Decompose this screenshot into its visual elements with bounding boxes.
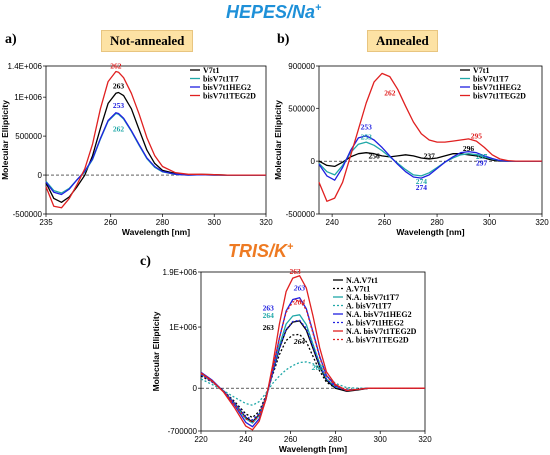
- y-axis-label: Molecular Ellipticity: [273, 100, 283, 180]
- x-axis-label: Wavelength [nm]: [122, 227, 190, 237]
- peak-label: 296: [463, 144, 475, 153]
- legend-entry: N.A. bisV7t1HEG2: [346, 310, 412, 319]
- y-tick-label: -500000: [13, 210, 43, 219]
- y-tick-label: 1.4E+006: [8, 62, 43, 71]
- y-tick-label: -700000: [168, 427, 198, 436]
- legend-entry: bisV7t1T7: [473, 75, 509, 84]
- series-line-0: [45, 91, 266, 203]
- peak-label: 264: [293, 337, 306, 346]
- plot-frame: [318, 65, 543, 215]
- legend-entry: V7t1: [203, 66, 219, 75]
- y-tick-label: 1.9E+006: [163, 268, 198, 277]
- y-tick-label: 500000: [288, 104, 315, 113]
- series-line-0: [318, 152, 542, 168]
- panel-a-badge: Not-annealed: [101, 30, 194, 52]
- legend-entry: bisV7t1HEG2: [203, 83, 251, 92]
- series-line-7: [200, 299, 425, 424]
- x-tick-label: 320: [259, 218, 273, 227]
- x-tick-label: 320: [418, 435, 432, 444]
- legend-entry: A.V7t1: [346, 285, 370, 294]
- title-hepes: HEPES/Na+: [226, 2, 321, 23]
- peak-label: 295: [471, 131, 483, 140]
- peak-label: 263: [263, 323, 275, 332]
- series-line-2: [45, 112, 266, 196]
- peak-label: 268: [311, 363, 324, 372]
- x-tick-label: 240: [239, 435, 253, 444]
- title-tris-main: TRIS/K: [228, 241, 288, 261]
- series-line-6: [200, 275, 425, 431]
- peak-label: 262: [110, 61, 122, 70]
- plot-frame: [45, 65, 267, 215]
- panel-b-badge: Annealed: [367, 30, 438, 52]
- peak-label: 263: [113, 82, 125, 91]
- peak-label: 253: [361, 132, 373, 141]
- x-tick-label: 300: [208, 218, 222, 227]
- title-hepes-sup: +: [315, 2, 322, 14]
- peak-label: 262: [113, 124, 125, 133]
- peak-label: 274: [416, 183, 428, 192]
- legend-entry: N.A.V7t1: [346, 276, 378, 285]
- chart-c: -700000 0 1E+006 1.9E+006 220 240 260 280 300 320…: [151, 267, 432, 454]
- y-tick-label: 900000: [288, 62, 315, 71]
- plot-frame: [200, 271, 426, 432]
- peak-label: 263: [293, 283, 306, 292]
- series-line-3: [318, 72, 542, 202]
- x-tick-label: 260: [378, 218, 392, 227]
- legend-entry: A. bisV7t1TEG2D: [346, 336, 409, 345]
- legend-entry: bisV7t1HEG2: [473, 83, 521, 92]
- y-axis-label: Molecular Ellipticity: [151, 311, 161, 391]
- legend-entry: bisV7t1TEG2D: [203, 92, 256, 101]
- series-line-3: [200, 361, 425, 406]
- x-tick-label: 260: [284, 435, 298, 444]
- panel-b-tag: b): [277, 32, 290, 47]
- peak-label: 237: [424, 152, 436, 161]
- y-tick-label: 0: [311, 157, 316, 166]
- title-tris: TRIS/K+: [228, 241, 293, 262]
- legend-entry: V7t1: [473, 66, 489, 75]
- peak-label: 256: [368, 152, 380, 161]
- x-tick-label: 240: [325, 218, 339, 227]
- x-axis-label: Wavelength [nm]: [396, 227, 464, 237]
- x-tick-label: 235: [39, 218, 53, 227]
- chart-a: -500000 0 500000 1E+006 1.4E+006 235 260 280 300…: [0, 61, 273, 237]
- peak-label: 264: [263, 311, 275, 320]
- y-axis-label: Molecular Ellipticity: [0, 100, 10, 180]
- peak-label: 297: [476, 152, 488, 161]
- peak-label: 297: [476, 158, 488, 167]
- title-tris-sup: +: [287, 241, 294, 253]
- x-tick-label: 320: [535, 218, 549, 227]
- legend-entry: bisV7t1T7: [203, 75, 239, 84]
- x-tick-label: 300: [374, 435, 388, 444]
- x-tick-label: 280: [329, 435, 343, 444]
- y-tick-label: 1E+006: [169, 323, 197, 332]
- chart-b: -500000 0 500000 900000 240 260 280 300 320 Wavel…: [273, 62, 549, 237]
- x-tick-label: 220: [194, 435, 208, 444]
- peak-label: 253: [361, 122, 373, 131]
- series-line-3: [45, 70, 266, 209]
- y-tick-label: 0: [193, 384, 198, 393]
- peak-label: 263: [263, 304, 275, 313]
- y-tick-label: 0: [38, 171, 43, 180]
- y-tick-label: -500000: [286, 210, 316, 219]
- legend-entry: A. bisV7t1HEG2: [346, 319, 404, 328]
- x-axis-label: Wavelength [nm]: [279, 444, 347, 454]
- legend-entry: A. bisV7t1T7: [346, 302, 391, 311]
- peak-label: 264: [293, 297, 306, 306]
- peak-label: 274: [416, 177, 428, 186]
- title-hepes-main: HEPES/Na: [226, 2, 316, 22]
- legend-entry: bisV7t1TEG2D: [473, 92, 526, 101]
- peak-label: 262: [384, 89, 396, 98]
- x-tick-label: 280: [430, 218, 444, 227]
- legend-entry: N.A. bisV7t1T7: [346, 293, 399, 302]
- x-tick-label: 300: [483, 218, 497, 227]
- peak-label: 263: [289, 267, 301, 276]
- panel-a-tag: a): [5, 32, 17, 47]
- panel-c-tag: c): [140, 254, 151, 269]
- x-tick-label: 280: [156, 218, 170, 227]
- y-tick-label: 500000: [15, 132, 42, 141]
- legend-entry: N.A. bisV7t1TEG2D: [346, 327, 417, 336]
- x-tick-label: 260: [104, 218, 118, 227]
- peak-label: 253: [113, 101, 125, 110]
- y-tick-label: 1E+006: [14, 93, 42, 102]
